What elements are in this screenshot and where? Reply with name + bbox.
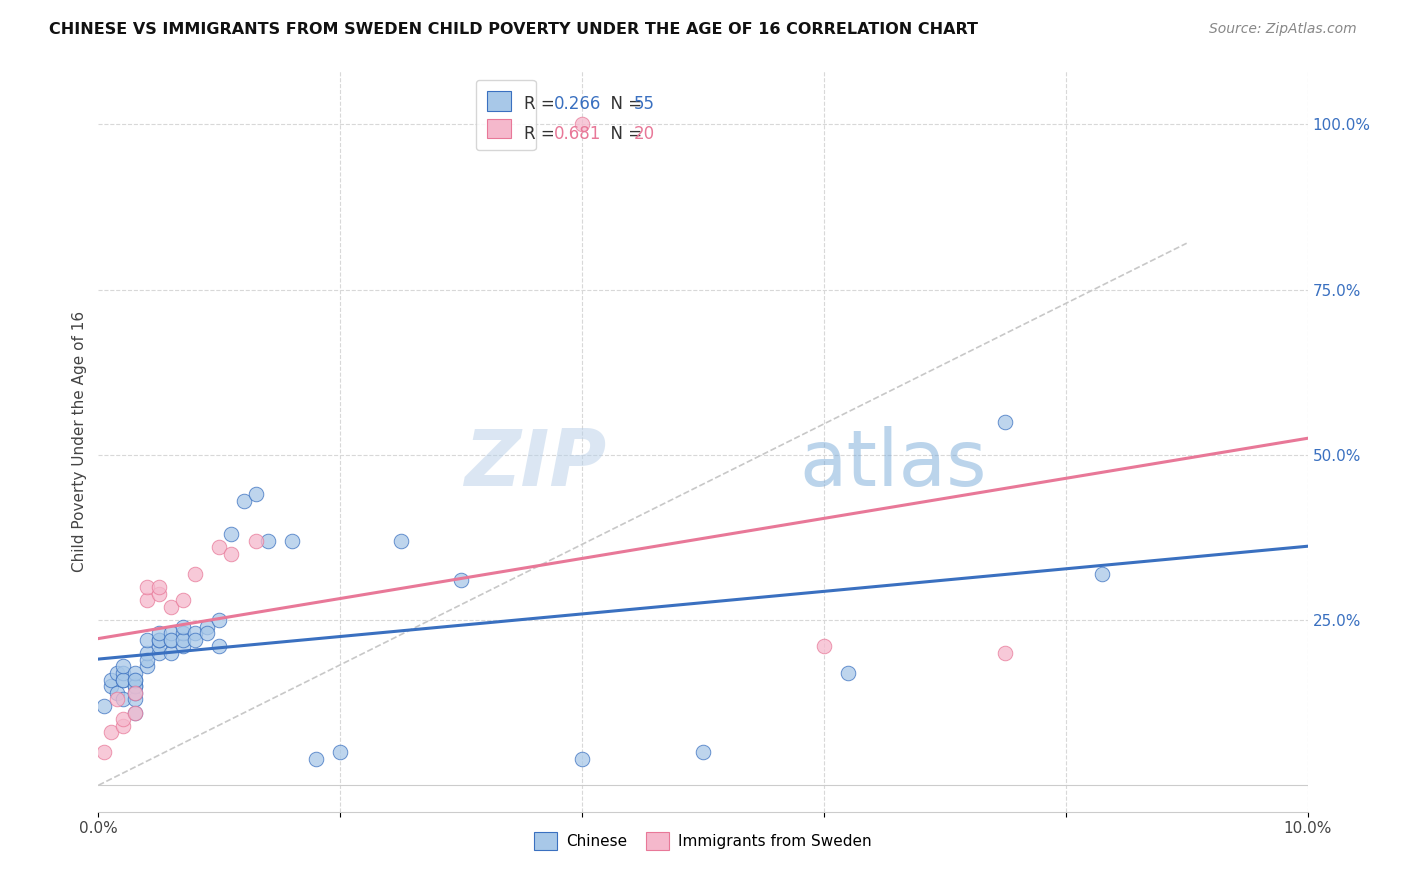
Point: [148, 632, 170, 647]
Text: R =: R =: [524, 125, 560, 144]
Point: [389, 533, 412, 548]
Point: [105, 686, 128, 700]
Point: [124, 686, 146, 700]
Text: N =: N =: [600, 125, 648, 144]
Point: [450, 574, 472, 588]
Point: [135, 653, 157, 667]
Point: [124, 706, 146, 720]
Point: [100, 673, 122, 687]
Point: [124, 679, 146, 693]
Point: [124, 673, 146, 687]
Point: [111, 665, 134, 680]
Point: [994, 415, 1017, 429]
Text: ZIP: ZIP: [464, 425, 606, 502]
Point: [1091, 566, 1114, 581]
Point: [160, 632, 183, 647]
Point: [232, 494, 254, 508]
Point: [256, 533, 278, 548]
Point: [124, 706, 146, 720]
Point: [160, 599, 183, 614]
Point: [148, 632, 170, 647]
Point: [135, 580, 157, 594]
Point: [172, 632, 194, 647]
Point: [184, 566, 207, 581]
Point: [148, 640, 170, 654]
Text: Source: ZipAtlas.com: Source: ZipAtlas.com: [1209, 22, 1357, 37]
Point: [195, 620, 218, 634]
Point: [93, 745, 115, 759]
Point: [184, 632, 207, 647]
Point: [692, 745, 714, 759]
Point: [124, 673, 146, 687]
Point: [100, 679, 122, 693]
Point: [160, 632, 183, 647]
Point: [571, 117, 593, 131]
Text: 0.681: 0.681: [554, 125, 602, 144]
Point: [105, 665, 128, 680]
Point: [172, 640, 194, 654]
Point: [160, 646, 183, 660]
Point: [124, 679, 146, 693]
Point: [111, 719, 134, 733]
Point: [111, 692, 134, 706]
Point: [148, 646, 170, 660]
Point: [111, 673, 134, 687]
Point: [172, 620, 194, 634]
Point: [135, 659, 157, 673]
Point: [148, 580, 170, 594]
Point: [221, 527, 243, 541]
Point: [281, 533, 304, 548]
Point: [111, 712, 134, 726]
Point: [208, 613, 231, 627]
Point: [994, 646, 1017, 660]
Point: [160, 626, 183, 640]
Point: [208, 640, 231, 654]
Point: [124, 665, 146, 680]
Text: 55: 55: [634, 95, 655, 113]
Point: [111, 673, 134, 687]
Text: CHINESE VS IMMIGRANTS FROM SWEDEN CHILD POVERTY UNDER THE AGE OF 16 CORRELATION : CHINESE VS IMMIGRANTS FROM SWEDEN CHILD …: [49, 22, 979, 37]
Point: [172, 593, 194, 607]
Text: N =: N =: [600, 95, 648, 113]
Point: [837, 665, 859, 680]
Point: [184, 626, 207, 640]
Point: [172, 626, 194, 640]
Y-axis label: Child Poverty Under the Age of 16: Child Poverty Under the Age of 16: [72, 311, 87, 572]
Point: [148, 626, 170, 640]
Point: [329, 745, 352, 759]
Point: [111, 659, 134, 673]
Point: [148, 586, 170, 600]
Point: [105, 692, 128, 706]
Point: [208, 541, 231, 555]
Text: 0.266: 0.266: [554, 95, 602, 113]
Text: 20: 20: [634, 125, 655, 144]
Point: [135, 632, 157, 647]
Legend: Chinese, Immigrants from Sweden: Chinese, Immigrants from Sweden: [529, 826, 877, 856]
Point: [813, 640, 835, 654]
Point: [93, 698, 115, 713]
Point: [100, 725, 122, 739]
Point: [124, 692, 146, 706]
Point: [135, 593, 157, 607]
Point: [305, 752, 328, 766]
Point: [124, 686, 146, 700]
Text: atlas: atlas: [800, 425, 987, 502]
Point: [195, 626, 218, 640]
Text: R =: R =: [524, 95, 560, 113]
Point: [221, 547, 243, 561]
Point: [135, 646, 157, 660]
Point: [245, 487, 267, 501]
Point: [571, 752, 593, 766]
Point: [245, 533, 267, 548]
